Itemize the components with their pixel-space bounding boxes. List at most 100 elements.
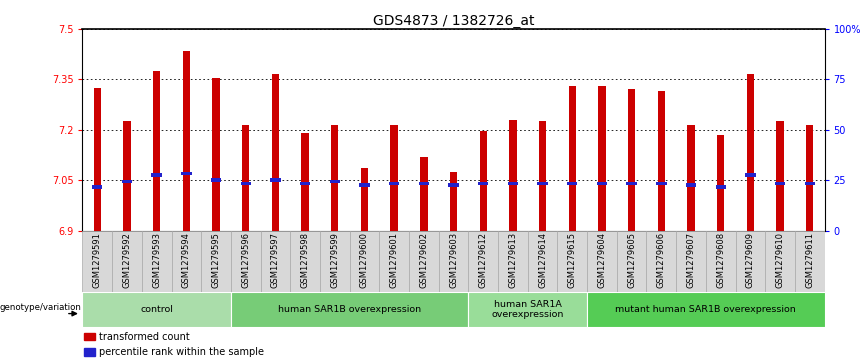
Bar (587, 231, 617, 292)
Text: GSM1279604: GSM1279604 (597, 232, 607, 288)
Bar (123, 121, 131, 231)
Bar (746, 174, 755, 177)
Bar (766, 231, 795, 292)
Bar (478, 182, 489, 185)
Bar (597, 182, 607, 185)
Bar (201, 231, 231, 292)
Bar (569, 86, 576, 231)
Bar (687, 125, 694, 231)
Text: GSM1279600: GSM1279600 (360, 232, 369, 288)
Bar (350, 231, 379, 292)
Text: GSM1279611: GSM1279611 (806, 232, 814, 288)
Bar (84, 348, 95, 356)
Title: GDS4873 / 1382726_at: GDS4873 / 1382726_at (372, 14, 535, 28)
Bar (805, 182, 815, 185)
Bar (242, 125, 249, 231)
Bar (82, 231, 112, 292)
Text: GSM1279607: GSM1279607 (687, 232, 695, 289)
Text: GSM1279595: GSM1279595 (212, 232, 220, 288)
Bar (84, 333, 95, 340)
Bar (658, 91, 665, 231)
Text: genotype/variation: genotype/variation (0, 303, 82, 312)
Text: GSM1279606: GSM1279606 (657, 232, 666, 289)
Text: control: control (141, 305, 173, 314)
Text: GSM1279599: GSM1279599 (331, 232, 339, 288)
Text: GSM1279594: GSM1279594 (182, 232, 191, 288)
Bar (211, 179, 221, 182)
Bar (213, 78, 220, 231)
Bar (420, 156, 428, 231)
Bar (260, 231, 290, 292)
Bar (449, 183, 458, 187)
Text: human SAR1A
overexpression: human SAR1A overexpression (491, 300, 564, 319)
Text: GSM1279596: GSM1279596 (241, 232, 250, 288)
Bar (141, 231, 172, 292)
Bar (389, 182, 399, 185)
Bar (182, 51, 190, 231)
Text: GSM1279593: GSM1279593 (152, 232, 161, 288)
Text: GSM1279613: GSM1279613 (509, 232, 517, 289)
Text: GSM1279612: GSM1279612 (479, 232, 488, 288)
Bar (409, 231, 438, 292)
Bar (231, 292, 469, 327)
Bar (330, 180, 340, 183)
Bar (379, 231, 409, 292)
Bar (300, 182, 310, 185)
Bar (647, 231, 676, 292)
Bar (82, 292, 231, 327)
Bar (272, 74, 279, 231)
Text: GSM1279598: GSM1279598 (300, 232, 310, 288)
Text: percentile rank within the sample: percentile rank within the sample (99, 347, 265, 357)
Bar (627, 182, 637, 185)
Bar (469, 231, 498, 292)
Bar (528, 231, 557, 292)
Bar (181, 172, 192, 175)
Bar (153, 71, 161, 231)
Bar (498, 231, 528, 292)
Bar (735, 231, 766, 292)
Text: GSM1279614: GSM1279614 (538, 232, 547, 288)
Bar (94, 88, 101, 231)
Bar (567, 182, 577, 185)
Text: GSM1279601: GSM1279601 (390, 232, 398, 288)
Text: GSM1279597: GSM1279597 (271, 232, 279, 288)
Bar (240, 182, 251, 185)
Bar (617, 231, 647, 292)
Text: transformed count: transformed count (99, 332, 190, 342)
Bar (479, 131, 487, 231)
Bar (301, 133, 309, 231)
Bar (706, 231, 735, 292)
Bar (587, 292, 825, 327)
Text: human SAR1B overexpression: human SAR1B overexpression (278, 305, 421, 314)
Bar (510, 120, 516, 231)
Bar (112, 231, 141, 292)
Text: mutant human SAR1B overexpression: mutant human SAR1B overexpression (615, 305, 796, 314)
Bar (438, 231, 469, 292)
Bar (391, 125, 398, 231)
Bar (231, 231, 260, 292)
Bar (628, 89, 635, 231)
Bar (676, 231, 706, 292)
Bar (746, 74, 754, 231)
Bar (717, 135, 725, 231)
Bar (361, 168, 368, 231)
Bar (557, 231, 587, 292)
Bar (508, 182, 518, 185)
Bar (539, 121, 546, 231)
Text: GSM1279603: GSM1279603 (449, 232, 458, 289)
Bar (806, 125, 813, 231)
Bar (152, 174, 161, 177)
Bar (469, 292, 587, 327)
Text: GSM1279615: GSM1279615 (568, 232, 576, 288)
Bar (172, 231, 201, 292)
Bar (290, 231, 320, 292)
Bar (92, 185, 102, 188)
Bar (122, 180, 132, 183)
Text: GSM1279609: GSM1279609 (746, 232, 755, 288)
Bar (359, 183, 370, 187)
Bar (795, 231, 825, 292)
Bar (270, 179, 280, 182)
Text: GSM1279610: GSM1279610 (776, 232, 785, 288)
Bar (320, 231, 350, 292)
Text: GSM1279605: GSM1279605 (628, 232, 636, 288)
